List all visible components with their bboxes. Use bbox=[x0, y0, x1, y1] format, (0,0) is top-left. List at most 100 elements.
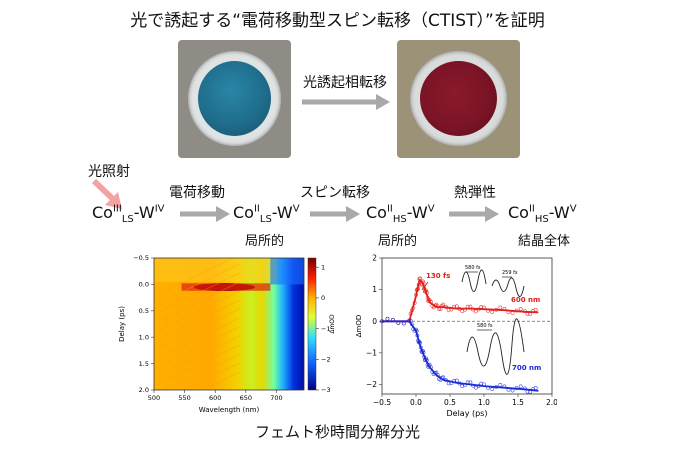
step-arrow-1 bbox=[180, 206, 230, 222]
colorbar-tick-label: −1 bbox=[321, 325, 331, 333]
state-note-crystal: 結晶全体 bbox=[518, 234, 571, 249]
series-700nm-point bbox=[401, 321, 406, 326]
kinetics-xtick-label: 1.5 bbox=[512, 398, 524, 407]
state-metal: Co bbox=[508, 203, 529, 222]
series-600nm-fit bbox=[382, 278, 539, 323]
state-co2-hs-w5-local: CoIIHS-WV bbox=[366, 203, 435, 225]
colorbar-tick-label: −3 bbox=[321, 386, 331, 394]
heatmap-ytick-label: −0.5 bbox=[133, 254, 149, 262]
series-600nm-point bbox=[518, 307, 523, 311]
heatmap-texture-line bbox=[156, 308, 240, 350]
state-partner: -W bbox=[406, 203, 428, 222]
state-oxidation: II bbox=[386, 203, 393, 215]
series-600nm-point bbox=[510, 311, 515, 315]
heatmap-pre-zero bbox=[154, 258, 277, 282]
step-label-charge-transfer: 電荷移動 bbox=[169, 185, 225, 201]
heatmap-ytick-label: 2.0 bbox=[139, 386, 149, 394]
series-700nm-point bbox=[533, 386, 538, 390]
heatmap-xtick-label: 500 bbox=[148, 394, 160, 402]
series-600nm-point bbox=[490, 310, 495, 314]
kinetics-xtick-label: 0.0 bbox=[410, 398, 422, 407]
state-metal: Co bbox=[233, 203, 254, 222]
state-partner-oxidation: V bbox=[569, 203, 577, 215]
heatmap-ytick-label: 1.5 bbox=[139, 360, 149, 368]
heatmap-xtick-label: 700 bbox=[270, 394, 282, 402]
series-700nm-point bbox=[510, 388, 515, 393]
state-metal: Co bbox=[366, 203, 387, 222]
heatmap-texture-line bbox=[156, 263, 240, 305]
state-oxidation: II bbox=[253, 203, 260, 215]
heatmap-xtick-label: 600 bbox=[209, 394, 221, 402]
state-partner-oxidation: V bbox=[292, 203, 300, 215]
state-metal: Co bbox=[92, 203, 113, 222]
annotation-osc-580-upper: 580 fs bbox=[465, 265, 481, 271]
colorbar-tick-label: 1 bbox=[321, 263, 325, 271]
rise-arrow bbox=[421, 281, 429, 291]
kinetics-xlabel: Delay (ps) bbox=[447, 409, 488, 418]
heatmap-texture-line bbox=[156, 290, 240, 332]
heatmap-texture-line bbox=[156, 272, 240, 314]
heatmap-ytick-label: 1.0 bbox=[139, 333, 149, 341]
state-spin: HS bbox=[392, 214, 407, 226]
series-label-700nm: 700 nm bbox=[512, 364, 541, 372]
light-irradiation-label: 光照射 bbox=[88, 164, 130, 180]
photo-transition-label: 光誘起相転移 bbox=[303, 75, 387, 91]
blue-sample-disc bbox=[198, 61, 271, 136]
heatmap-time-zero-band bbox=[181, 283, 271, 291]
step-arrow-2 bbox=[310, 206, 360, 222]
heatmap-texture-line bbox=[156, 299, 240, 341]
kinetics-ytick-label: 0 bbox=[372, 317, 377, 326]
heatmap-xlabel: Wavelength (nm) bbox=[199, 406, 260, 414]
state-oxidation: III bbox=[112, 203, 122, 215]
heatmap-texture-line bbox=[156, 281, 240, 323]
annotation-osc-580-lower: 580 fs bbox=[477, 323, 493, 329]
state-co2-ls-w5: CoIILS-WV bbox=[233, 203, 300, 225]
state-partner-oxidation: IV bbox=[154, 203, 165, 215]
heatmap-texture-line bbox=[156, 335, 240, 377]
state-partner: -W bbox=[548, 203, 570, 222]
series-700nm-point bbox=[473, 385, 478, 390]
state-co2-hs-w5-crystal: CoIIHS-WV bbox=[508, 203, 577, 225]
step-arrow-3 bbox=[449, 206, 499, 222]
series-700nm-fit bbox=[382, 320, 539, 392]
kinetics-xtick-label: 0.5 bbox=[444, 398, 456, 407]
series-600nm-point bbox=[473, 309, 478, 314]
figure-caption: フェムト秒時間分解分光 bbox=[254, 423, 420, 441]
series-700nm-point bbox=[490, 387, 495, 392]
series-700nm-point bbox=[518, 384, 523, 389]
series-700nm-point bbox=[498, 383, 503, 387]
inset-oscillation-600nm-b bbox=[491, 277, 525, 297]
sample-photo-before bbox=[178, 40, 291, 158]
heatmap-ylabel: Delay (ps) bbox=[118, 306, 126, 342]
kinetics-ytick-label: 2 bbox=[372, 254, 377, 263]
heatmap-pre-zero-blue bbox=[270, 258, 304, 285]
state-note-local-1: 局所的 bbox=[245, 234, 285, 249]
step-label-spin-transition: スピン転移 bbox=[300, 185, 370, 201]
heatmap-texture-line bbox=[182, 362, 240, 390]
heatmap-ytick-label: 0.0 bbox=[139, 281, 149, 289]
heatmap-texture-line bbox=[156, 258, 235, 296]
step-label-thermoelastic: 熱弾性 bbox=[454, 185, 496, 201]
colorbar-tick-label: −2 bbox=[321, 356, 331, 364]
annotation-osc-259: 259 fs bbox=[502, 270, 518, 276]
state-note-local-2: 局所的 bbox=[378, 234, 418, 249]
sample-photo-after bbox=[397, 40, 520, 158]
heatmap-chart: 500 550 600 650 700 −0.5 0.0 0.5 1.0 1.5 2.0 1 0 −1… bbox=[118, 254, 336, 414]
heatmap-xtick-label: 550 bbox=[178, 394, 190, 402]
light-arrow bbox=[91, 178, 122, 209]
state-co3-ls-w4: CoIIILS-WIV bbox=[92, 203, 165, 225]
photo-transition-arrow bbox=[302, 94, 390, 110]
series-600nm-point bbox=[498, 305, 503, 310]
inset-oscillation-600nm-a bbox=[461, 269, 487, 292]
heatmap-plot-area bbox=[154, 258, 304, 390]
state-spin: LS bbox=[121, 214, 134, 226]
series-700nm-point bbox=[385, 316, 390, 321]
kinetics-ytick-label: −2 bbox=[366, 380, 377, 389]
annotation-rise-time: 130 fs bbox=[426, 272, 450, 280]
heatmap-texture-line bbox=[156, 326, 240, 368]
state-partner: -W bbox=[133, 203, 155, 222]
colorbar-label: ΔmOD bbox=[329, 314, 336, 334]
heatmap-texture-line bbox=[156, 344, 240, 386]
kinetics-xtick-label: −0.5 bbox=[373, 398, 391, 407]
colorbar-tick-label: 0 bbox=[321, 294, 325, 302]
